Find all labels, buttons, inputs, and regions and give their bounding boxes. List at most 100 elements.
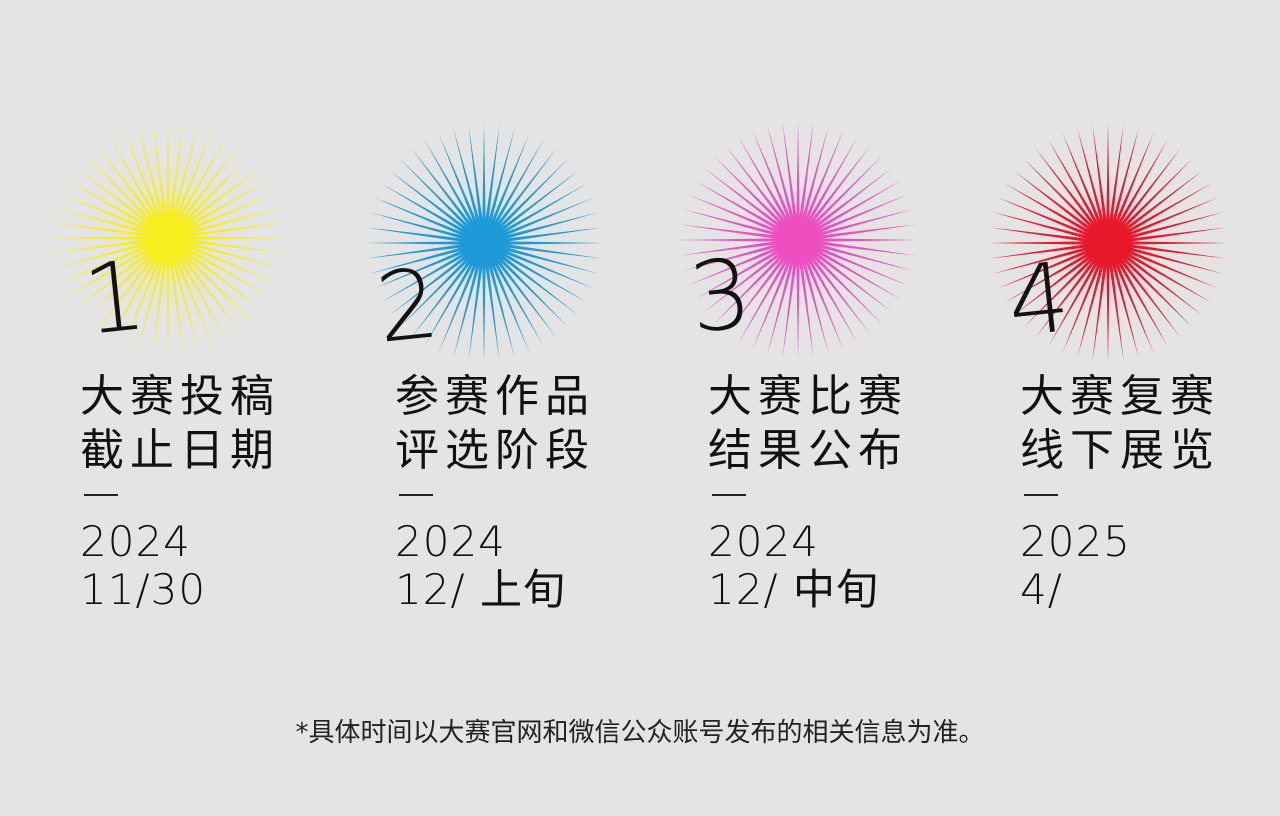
starburst-ray [166, 119, 184, 239]
starburst-ray [365, 227, 485, 245]
starburst-ray [682, 208, 799, 242]
starburst-ray [368, 241, 485, 275]
starburst-ray [167, 236, 272, 298]
starburst-ray [1107, 241, 1219, 289]
starburst-ray [83, 236, 170, 323]
title-line: 参赛作品 [395, 371, 595, 422]
starburst-ray [1004, 241, 1109, 303]
stage-title: 大赛复赛 线下展览 [1020, 370, 1220, 478]
stage-date: 2024 12/ 上旬 [395, 518, 566, 614]
starburst-ray [108, 237, 170, 342]
stage-title: 参赛作品 评选阶段 [395, 370, 595, 478]
starburst-ray [1012, 169, 1110, 245]
starburst-ray [424, 242, 486, 347]
title-line: 评选阶段 [395, 425, 595, 476]
starburst-ray [797, 180, 902, 242]
starburst-ray [166, 236, 264, 312]
stage-number: 4 [1002, 241, 1075, 359]
starburst-ray [1106, 242, 1124, 362]
starburst-4 [988, 123, 1228, 363]
starburst-2 [364, 123, 604, 363]
starburst-ray [1092, 242, 1110, 362]
starburst-ray [167, 192, 279, 240]
stage-title: 大赛投稿 截止日期 [80, 370, 280, 478]
starburst-ray [1106, 124, 1124, 244]
starburst-ray [57, 236, 169, 284]
starburst-ray [136, 122, 170, 239]
stage-number: 3 [684, 237, 757, 355]
stage-4: 4 大赛复赛 线下展览 2025 4/ [1002, 0, 1280, 640]
starburst-ray [399, 241, 486, 328]
starburst-ray [166, 236, 242, 334]
starburst-ray [452, 127, 486, 244]
starburst-ray [388, 241, 486, 317]
starburst-ray [797, 224, 917, 242]
stage-date: 2024 11/30 [80, 518, 206, 614]
starburst-ray [1106, 243, 1110, 363]
starburst-ray [166, 237, 200, 354]
starburst-ray [992, 241, 1109, 275]
starburst-ray [752, 129, 800, 241]
starburst-ray [1107, 241, 1212, 303]
starburst-ray [483, 241, 595, 289]
year: 2024 [80, 517, 191, 566]
starburst-ray [410, 241, 486, 339]
starburst-ray [166, 122, 200, 239]
stage-number: 1 [78, 239, 151, 357]
starburst-ray [152, 237, 170, 357]
starburst-ray [108, 134, 170, 239]
title-line: 结果公布 [708, 425, 908, 476]
starburst-ray [482, 242, 544, 347]
starburst-ray [483, 241, 600, 275]
starburst-center [150, 220, 186, 256]
starburst-ray [483, 227, 603, 245]
starburst-ray [49, 222, 169, 240]
starburst-ray [1107, 197, 1219, 245]
starburst-ray [796, 136, 858, 241]
starburst-ray [468, 242, 486, 362]
starburst-ray [797, 194, 909, 242]
starburst-ray [52, 206, 169, 240]
title-line: 线下展览 [1020, 425, 1220, 476]
stage-date: 2024 12/ 中旬 [708, 518, 879, 614]
starburst-ray [388, 169, 486, 245]
starburst-ray [48, 236, 168, 240]
stage-title: 大赛比赛 结果公布 [708, 370, 908, 478]
starburst-ray [483, 197, 595, 245]
starburst-ray [1012, 241, 1110, 317]
starburst-ray [796, 240, 800, 360]
starburst-ray [687, 194, 799, 242]
starburst-ray [1106, 123, 1110, 243]
starburst-ray [482, 139, 544, 244]
starburst-ray [364, 241, 484, 245]
starburst-ray [166, 153, 253, 240]
starburst-ray [424, 139, 486, 244]
starburst-ray [483, 211, 600, 245]
stage-3: 3 大赛比赛 结果公布 2024 12/ 中旬 [684, 0, 1008, 640]
starburst-ray [796, 144, 872, 242]
starburst-ray [1106, 169, 1204, 245]
date: 12/ 上旬 [395, 565, 566, 614]
starburst-ray [49, 236, 169, 254]
starburst-ray [1023, 241, 1110, 328]
date: 12/ 中旬 [708, 565, 879, 614]
starburst-ray [694, 180, 799, 242]
starburst-ray [797, 238, 902, 300]
starburst-ray [1048, 242, 1110, 347]
starburst-ray [482, 127, 516, 244]
starburst-ray [678, 238, 798, 242]
starburst-ray [796, 239, 858, 344]
starburst-ray [64, 236, 169, 298]
starburst-ray [167, 236, 284, 270]
starburst-ray [796, 166, 894, 242]
starburst-ray [373, 197, 485, 245]
starburst-ray [482, 242, 500, 362]
starburst-ray [702, 166, 800, 242]
starburst-ray [1106, 242, 1154, 354]
starburst-ray [1106, 241, 1182, 339]
starburst-ray [483, 183, 588, 245]
starburst-ray [136, 237, 170, 354]
stage-2: 2 参赛作品 评选阶段 2024 12/ 上旬 [371, 0, 695, 640]
starburst-ray [484, 241, 604, 245]
starburst-1 [48, 118, 288, 358]
